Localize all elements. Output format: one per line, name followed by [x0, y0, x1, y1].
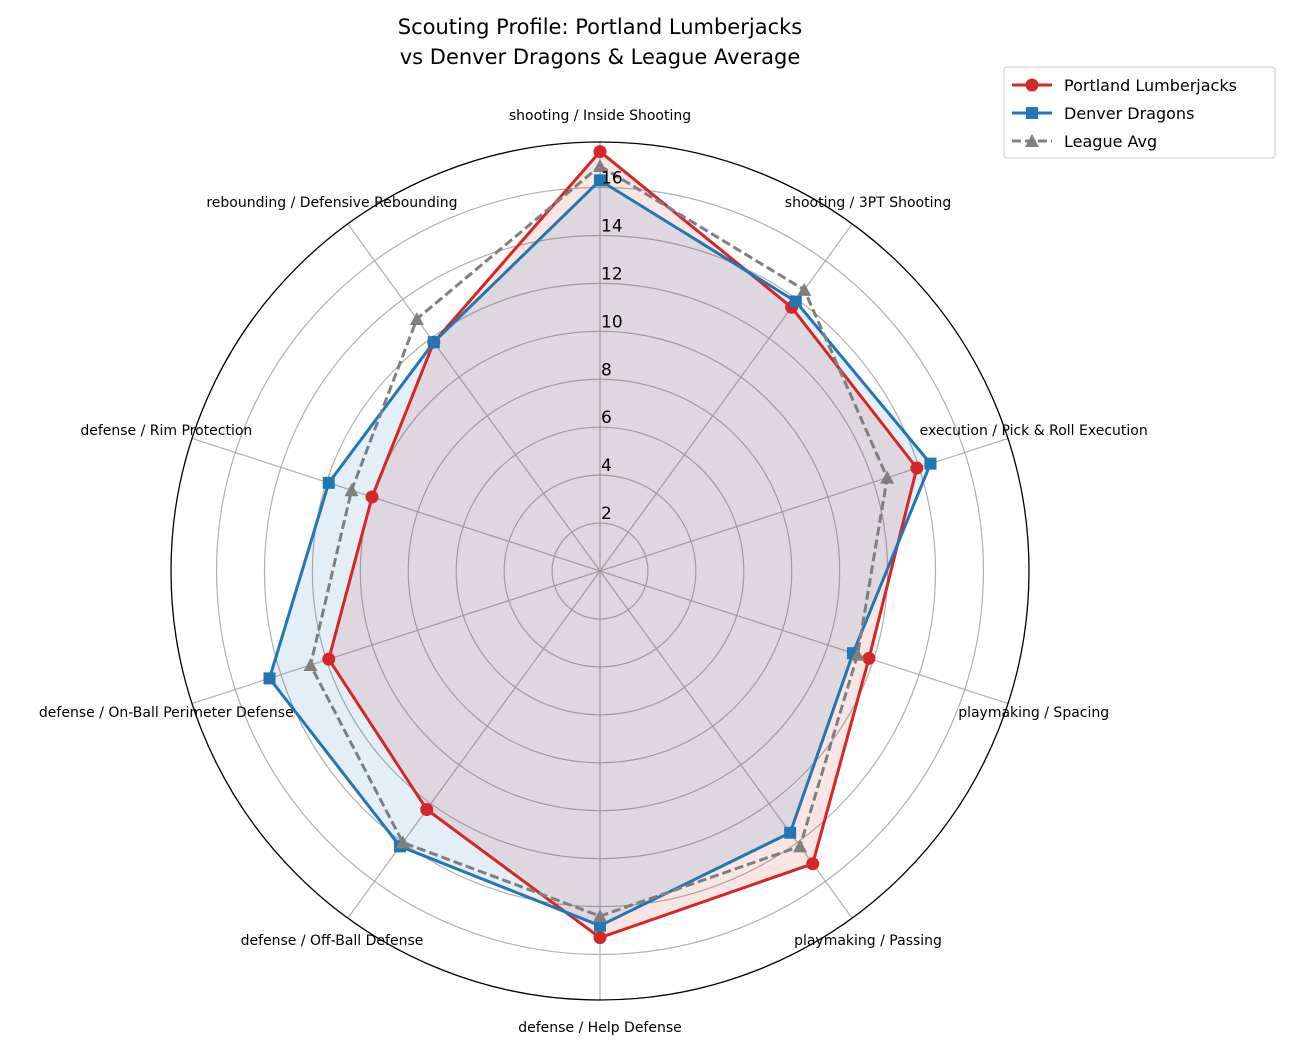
series-fill: [328, 151, 917, 938]
grid-spoke: [599, 437, 1009, 572]
data-point: [365, 490, 379, 504]
data-point: [263, 672, 276, 685]
data-point: [322, 652, 336, 666]
legend-label: League Avg: [1064, 132, 1157, 151]
category-label: shooting / 3PT Shooting: [785, 195, 951, 211]
category-label: defense / Help Defense: [518, 1020, 682, 1036]
legend: Portland Lumberjacks Denver Dragons League…: [1003, 66, 1276, 159]
category-label: shooting / Inside Shooting: [509, 108, 691, 124]
category-label: playmaking / Passing: [794, 933, 942, 949]
category-label: defense / Off-Ball Defense: [241, 933, 424, 949]
category-label: defense / On-Ball Perimeter Defense: [39, 705, 294, 721]
outer-frame: [170, 141, 1030, 1001]
category-label: rebounding / Defensive Rebounding: [206, 195, 457, 211]
data-point: [593, 909, 607, 923]
grid-spoke: [191, 570, 601, 705]
grid-spoke: [599, 570, 1009, 705]
radial-tick-label: 4: [601, 456, 612, 476]
category-label: playmaking / Spacing: [958, 705, 1109, 721]
data-point: [789, 295, 802, 308]
data-point: [594, 174, 606, 187]
data-point: [1025, 78, 1039, 92]
radial-tick-label: 16: [601, 169, 623, 189]
radial-tick-label: 10: [601, 312, 623, 332]
radial-tick-label: 6: [601, 408, 612, 428]
chart-title-line-2: vs Denver Dragons & League Average: [400, 45, 801, 69]
data-point: [1026, 107, 1038, 119]
radial-grid: [170, 141, 1030, 1001]
data-point: [910, 461, 924, 475]
data-point: [593, 931, 607, 945]
data-point: [1025, 134, 1039, 147]
data-point: [594, 919, 606, 932]
grid-spoke: [599, 223, 853, 572]
data-point: [593, 145, 607, 159]
data-point: [850, 647, 865, 661]
data-point: [420, 802, 434, 816]
data-point: [784, 826, 797, 839]
data-point: [924, 457, 937, 470]
category-label: defense / Rim Protection: [80, 423, 252, 439]
data-point: [322, 476, 335, 489]
data-point: [793, 839, 808, 853]
series-fill: [269, 180, 931, 926]
legend-frame: [1003, 66, 1276, 159]
data-point: [409, 311, 424, 325]
data-point: [427, 336, 440, 349]
grid-spoke: [347, 223, 601, 572]
series-layer: [263, 145, 937, 945]
data-point: [806, 857, 820, 871]
data-point: [344, 483, 359, 497]
data-point: [880, 470, 895, 484]
grid-spoke: [347, 570, 601, 919]
category-label: execution / Pick & Roll Execution: [920, 423, 1148, 439]
data-point: [593, 158, 607, 172]
data-point: [797, 282, 812, 296]
grid-spoke: [191, 437, 601, 572]
radial-tick-label: 14: [601, 216, 623, 236]
radial-tick-label: 12: [601, 264, 623, 284]
data-point: [395, 835, 410, 849]
legend-label: Denver Dragons: [1064, 104, 1194, 123]
axis-labels: 2 4 6 8 10 12 14 16 shooting / Inside Shooting sh…: [39, 108, 1148, 1036]
legend-label: Portland Lumberjacks: [1064, 76, 1237, 95]
data-point: [303, 658, 318, 672]
radial-tick-label: 8: [601, 360, 612, 380]
data-point: [862, 651, 876, 665]
radial-tick-label: 2: [601, 504, 612, 524]
chart-title-line-1: Scouting Profile: Portland Lumberjacks: [398, 15, 802, 39]
